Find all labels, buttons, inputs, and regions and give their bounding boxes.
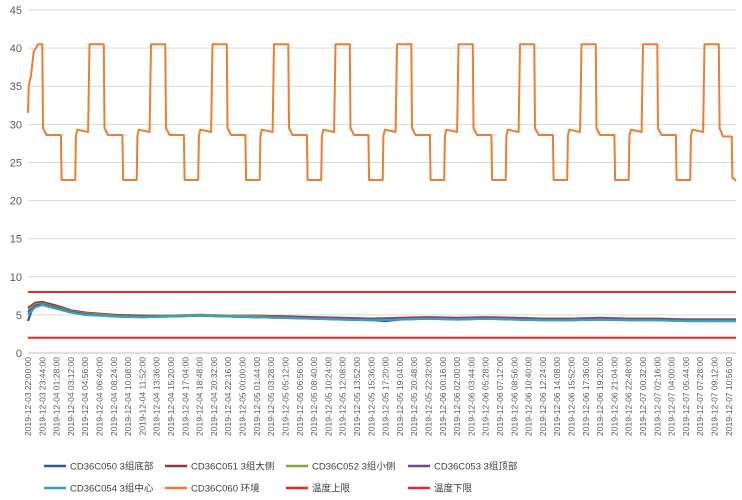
y-tick-label: 25	[10, 157, 22, 169]
x-tick-label: 2019-12-04 20:32:00	[209, 357, 219, 436]
x-tick-label: 2019-12-03 23:44:00	[37, 357, 47, 436]
x-tick-label: 2019-12-04 11:52:00	[137, 357, 147, 436]
x-tick-label: 2019-12-04 06:40:00	[95, 357, 105, 436]
x-tick-label: 2019-12-06 15:52:00	[567, 357, 577, 436]
x-tick-label: 2019-12-05 12:08:00	[338, 357, 348, 436]
y-tick-label: 45	[10, 5, 22, 17]
legend-label: 温度上限	[312, 483, 351, 495]
legend-label: CD36C050 3组底部	[70, 461, 153, 473]
x-tick-label: 2019-12-06 14:08:00	[552, 357, 562, 436]
x-tick-label: 2019-12-06 12:24:00	[538, 357, 548, 436]
y-tick-label: 15	[10, 234, 22, 246]
y-tick-label: 0	[16, 348, 22, 360]
legend-label: CD36C052 3组小侧	[312, 461, 395, 473]
x-tick-label: 2019-12-04 03:12:00	[66, 357, 76, 436]
legend-item: CD36C051 3组大侧	[165, 461, 274, 473]
x-tick-label: 2019-12-05 17:20:00	[381, 357, 391, 436]
x-tick-label: 2019-12-05 10:24:00	[323, 357, 333, 436]
legend-item: 温度上限	[286, 483, 351, 495]
x-tick-label: 2019-12-07 05:44:00	[681, 357, 691, 436]
y-tick-label: 5	[16, 310, 22, 322]
x-tick-label: 2019-12-07 09:12:00	[710, 357, 720, 436]
x-tick-label: 2019-12-04 10:08:00	[123, 357, 133, 436]
legend-item: CD36C053 3组顶部	[408, 461, 517, 473]
legend-item: CD36C054 3组中心	[44, 483, 154, 495]
x-tick-label: 2019-12-04 13:36:00	[152, 357, 162, 436]
x-tick-label: 2019-12-06 05:28:00	[481, 357, 491, 436]
x-tick-label: 2019-12-05 19:04:00	[395, 357, 405, 436]
y-tick-label: 35	[10, 81, 22, 93]
legend-label: CD36C051 3组大侧	[191, 461, 274, 473]
x-tick-label: 2019-12-04 04:56:00	[80, 357, 90, 436]
legend-label: 温度下限	[434, 483, 473, 495]
x-tick-label: 2019-12-05 08:40:00	[309, 357, 319, 436]
x-tick-label: 2019-12-06 10:40:00	[524, 357, 534, 436]
x-tick-label: 2019-12-07 07:28:00	[695, 357, 705, 436]
limit-lines	[28, 291, 736, 339]
x-tick-label: 2019-12-06 08:56:00	[509, 357, 519, 436]
y-tick-label: 20	[10, 196, 22, 208]
x-tick-label: 2019-12-04 01:28:00	[52, 357, 62, 436]
x-tick-label: 2019-12-06 21:04:00	[609, 357, 619, 436]
series-line-CD36C054-3组中心	[27, 303, 736, 323]
x-tick-label: 2019-12-05 05:12:00	[280, 357, 290, 436]
legend-item: 温度下限	[408, 483, 473, 495]
series-line-CD36C060-环境	[27, 43, 737, 182]
legend-label: CD36C053 3组顶部	[434, 461, 517, 473]
x-tick-label: 2019-12-05 06:56:00	[295, 357, 305, 436]
legend-label: CD36C060 环境	[191, 483, 260, 495]
x-tick-label: 2019-12-04 18:48:00	[195, 357, 205, 436]
x-tick-label: 2019-12-05 20:48:00	[409, 357, 419, 436]
x-tick-label: 2019-12-07 10:56:00	[724, 357, 734, 436]
x-tick-label: 2019-12-06 03:44:00	[466, 357, 476, 436]
x-tick-label: 2019-12-04 15:20:00	[166, 357, 176, 436]
x-tick-label: 2019-12-06 22:48:00	[624, 357, 634, 436]
x-tick-label: 2019-12-06 00:16:00	[438, 357, 448, 436]
x-tick-label: 2019-12-07 04:00:00	[667, 357, 677, 436]
legend-label: CD36C054 3组中心	[70, 483, 154, 495]
legend-item: CD36C050 3组底部	[44, 461, 153, 473]
x-tick-label: 2019-12-04 17:04:00	[180, 357, 190, 436]
x-tick-label: 2019-12-06 19:20:00	[595, 357, 605, 436]
legend-item: CD36C060 环境	[165, 483, 260, 495]
x-tick-label: 2019-12-05 15:36:00	[366, 357, 376, 436]
legend: CD36C050 3组底部 CD36C051 3组大侧 CD36C052 3组小侧 C…	[44, 461, 517, 495]
x-tick-label: 2019-12-05 00:00:00	[238, 357, 248, 436]
x-tick-label: 2019-12-07 02:16:00	[652, 357, 662, 436]
x-tick-label: 2019-12-04 22:16:00	[223, 357, 233, 436]
x-tick-label: 2019-12-06 02:00:00	[452, 357, 462, 436]
legend-item: CD36C052 3组小侧	[286, 461, 395, 473]
series-lines	[26, 43, 737, 323]
x-tick-label: 2019-12-05 22:32:00	[423, 357, 433, 436]
x-tick-label: 2019-12-07 00:32:00	[638, 357, 648, 436]
x-tick-label: 2019-12-06 17:36:00	[581, 357, 591, 436]
x-axis-tick-labels: 2019-12-03 22:00:00 2019-12-03 23:44:00 20…	[23, 357, 734, 436]
x-tick-label: 2019-12-06 07:12:00	[495, 357, 505, 436]
x-tick-label: 2019-12-05 03:28:00	[266, 357, 276, 436]
y-tick-label: 40	[10, 43, 22, 55]
x-tick-label: 2019-12-05 13:52:00	[352, 357, 362, 436]
y-axis-tick-labels: 0 5 10 15 20 25 30 35 40 45	[10, 5, 22, 360]
x-tick-label: 2019-12-04 08:24:00	[109, 357, 119, 436]
y-tick-label: 10	[10, 272, 22, 284]
x-tick-label: 2019-12-03 22:00:00	[23, 357, 33, 436]
x-tick-label: 2019-12-05 01:44:00	[252, 357, 262, 436]
y-tick-label: 30	[10, 119, 22, 131]
